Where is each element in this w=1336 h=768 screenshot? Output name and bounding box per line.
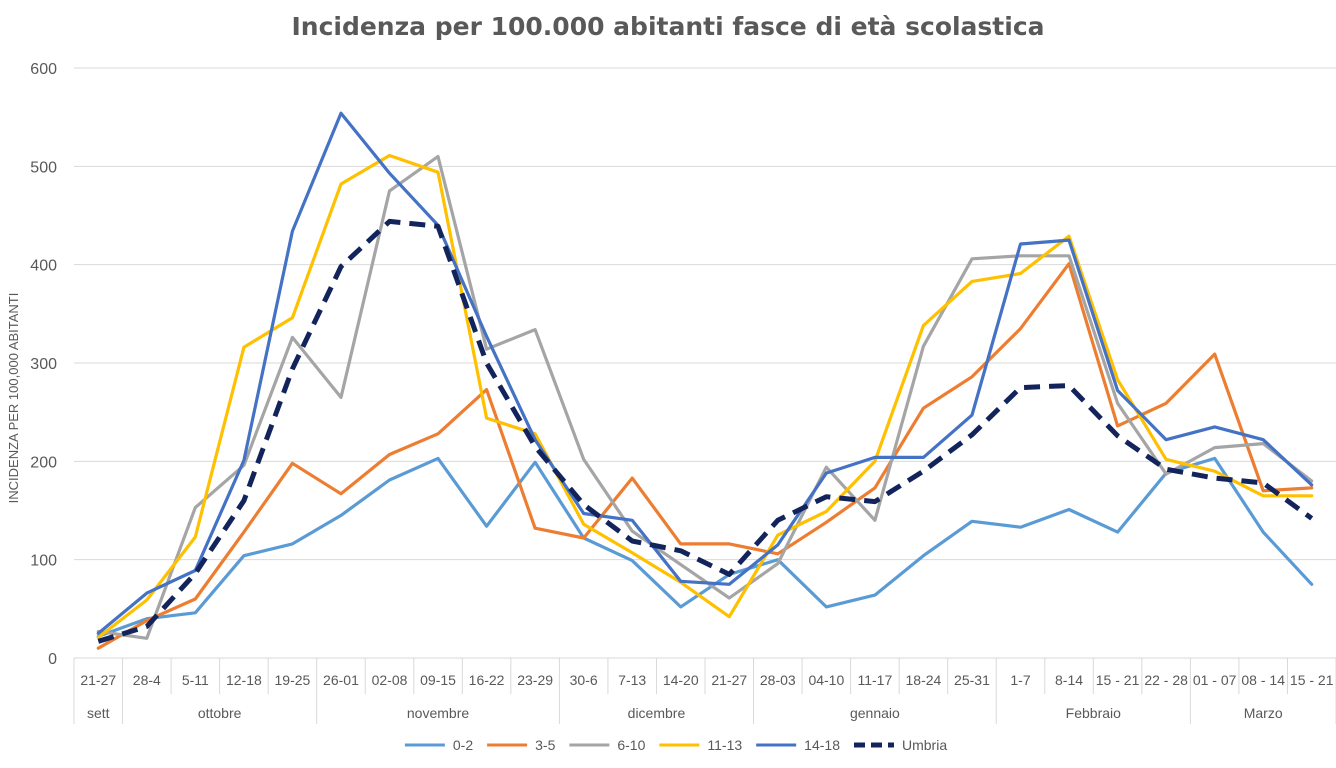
- x-tick-label: 8-14: [1055, 672, 1083, 688]
- x-group-label: dicembre: [628, 705, 686, 721]
- y-tick-label: 200: [30, 454, 57, 471]
- legend-item-6-10: 6-10: [569, 737, 646, 753]
- x-tick-label: 23-29: [517, 672, 553, 688]
- grid-lines: [74, 67, 1336, 561]
- y-tick-label: 600: [30, 61, 57, 78]
- x-tick-label: 5-11: [182, 672, 209, 688]
- x-tick-label: 25-31: [954, 672, 990, 688]
- y-tick-label: 100: [30, 553, 57, 570]
- legend-item-0-2: 0-2: [404, 737, 473, 753]
- legend-item-14-18: 14-18: [756, 737, 840, 753]
- y-tick-label: 300: [30, 356, 57, 373]
- x-group-label: ottobre: [198, 705, 242, 721]
- series-line-0-2: [96, 456, 1314, 639]
- x-tick-label: 28-03: [760, 672, 796, 688]
- legend-label: Umbria: [902, 737, 947, 753]
- chart-title: Incidenza per 100.000 abitanti fasce di …: [291, 12, 1045, 41]
- x-tick-label: 15 - 21: [1290, 672, 1334, 688]
- series-line-11-13: [96, 153, 1314, 640]
- x-tick-label: 09-15: [420, 672, 456, 688]
- x-tick-label: 02-08: [372, 672, 408, 688]
- x-group-label: gennaio: [850, 705, 900, 721]
- x-tick-label: 30-6: [570, 672, 598, 688]
- x-tick-label: 19-25: [275, 672, 311, 688]
- x-tick-label: 12-18: [226, 672, 262, 688]
- x-tick-label: 1-7: [1010, 672, 1030, 688]
- x-group-label: sett: [87, 705, 110, 721]
- legend-item-umbria: Umbria: [853, 737, 947, 753]
- y-axis-title: INCIDENZA PER 100,000 ABITANTI: [6, 293, 21, 504]
- legend-label: 11-13: [707, 737, 742, 753]
- legend-label: 14-18: [804, 737, 840, 753]
- x-group-label: novembre: [407, 705, 469, 721]
- x-tick-label: 28-4: [133, 672, 161, 688]
- legend: 0-2 3-5 6-10 11-13 14-18 Umbria: [404, 737, 947, 753]
- x-tick-label: 14-20: [663, 672, 699, 688]
- x-group-label: Marzo: [1244, 705, 1283, 721]
- x-tick-label: 15 - 21: [1096, 672, 1140, 688]
- series-lines: [96, 111, 1314, 650]
- x-tick-label: 22 - 28: [1144, 672, 1188, 688]
- legend-label: 0-2: [453, 737, 473, 753]
- x-tick-label: 08 - 14: [1241, 672, 1285, 688]
- y-axis: 0 100 200 300 400 500 600 INCIDENZA PER 100,000…: [6, 61, 57, 668]
- x-tick-label: 21-27: [80, 672, 116, 688]
- series-line-umbria: [97, 218, 1314, 644]
- series-line-3-5: [96, 262, 1314, 650]
- x-tick-label: 18-24: [906, 672, 942, 688]
- y-tick-label: 500: [30, 159, 57, 176]
- legend-item-3-5: 3-5: [487, 737, 556, 753]
- legend-label: 3-5: [535, 737, 555, 753]
- x-axis: 21-27 28-4 5-11 12-18 19-25 26-01 02-08 09-15 16…: [73, 657, 1336, 724]
- x-group-label: Febbraio: [1066, 705, 1121, 721]
- x-tick-label: 26-01: [323, 672, 359, 688]
- x-tick-label: 11-17: [857, 672, 892, 688]
- legend-item-11-13: 11-13: [659, 737, 742, 753]
- series-line-14-18: [96, 111, 1314, 636]
- x-tick-label: 21-27: [711, 672, 747, 688]
- x-tick-label: 16-22: [469, 672, 505, 688]
- y-tick-label: 400: [30, 258, 57, 275]
- y-tick-label: 0: [48, 651, 57, 668]
- x-tick-label: 7-13: [618, 672, 646, 688]
- x-tick-label: 01 - 07: [1193, 672, 1237, 688]
- x-tick-label: 04-10: [808, 672, 844, 688]
- legend-label: 6-10: [617, 737, 645, 753]
